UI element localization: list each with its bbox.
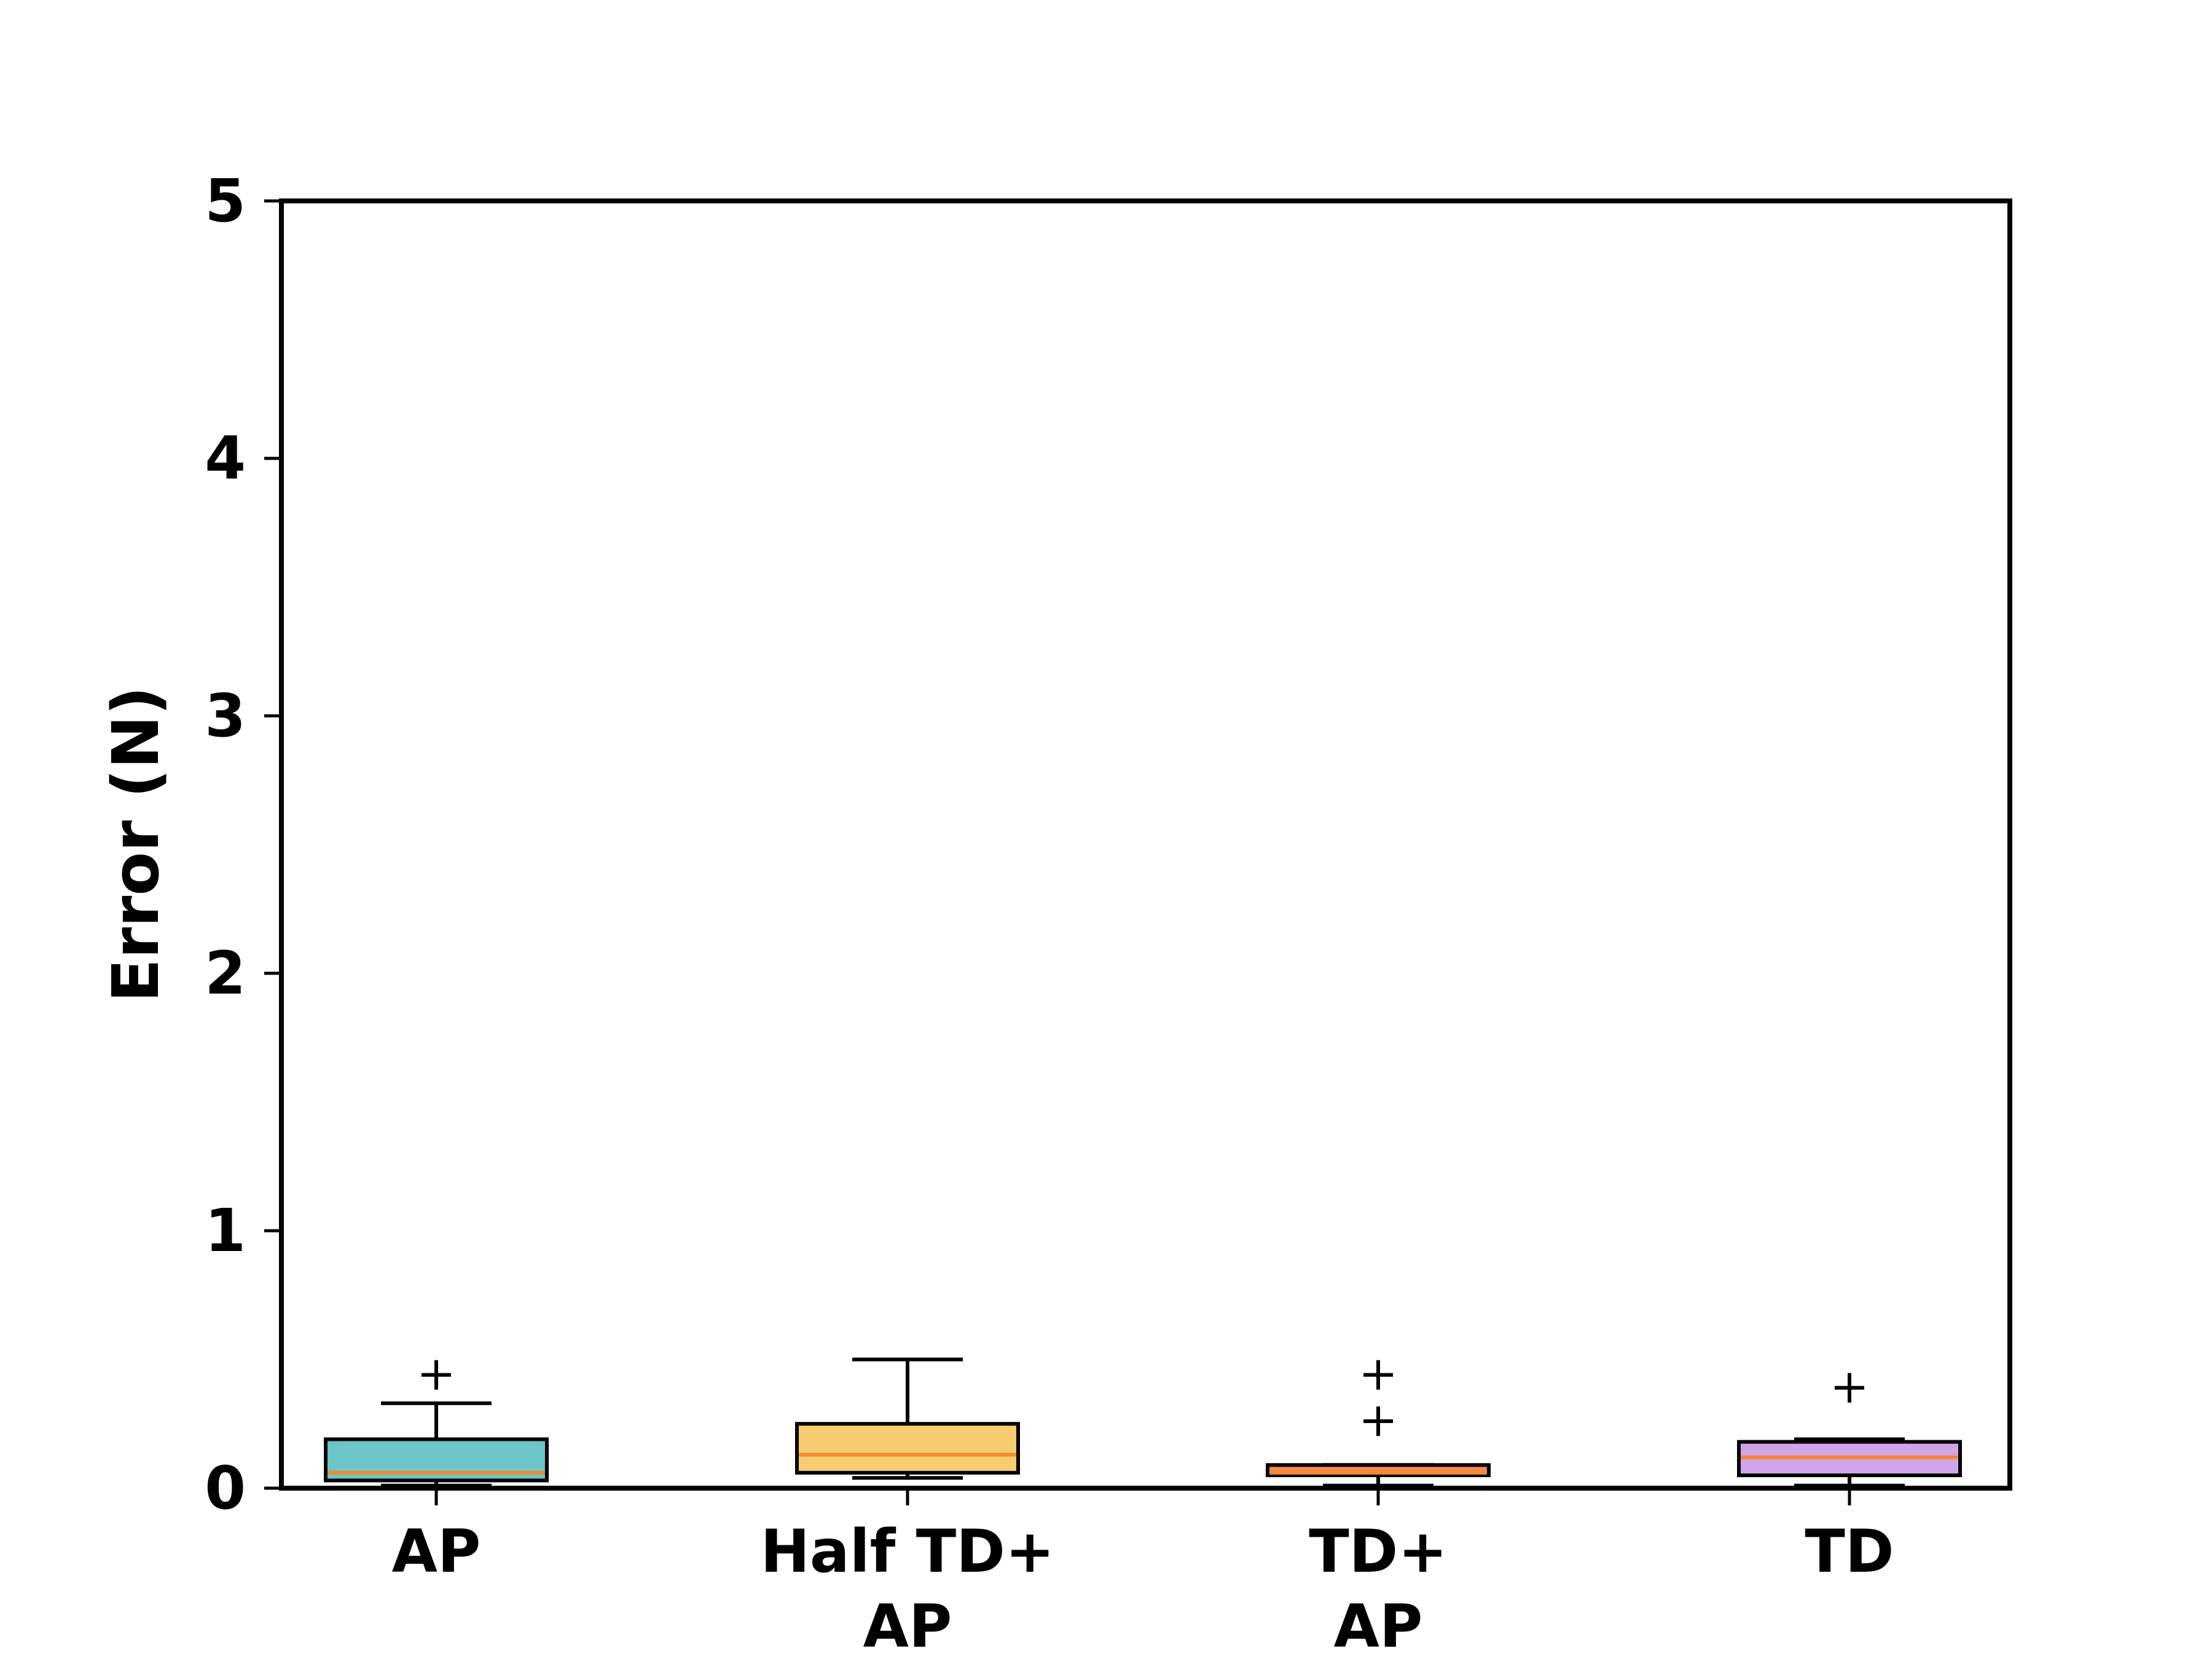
box-4	[1737, 1373, 1962, 1488]
box-1	[324, 1360, 549, 1488]
y-axis-label: Error (N)	[98, 686, 173, 1003]
y-axis: 0 1 2 3 4 5	[205, 167, 281, 1523]
y-tick-label: 1	[205, 1196, 246, 1265]
y-tick-label: 5	[205, 167, 246, 235]
box-3	[1266, 1360, 1491, 1488]
x-tick-label: AP	[863, 1592, 952, 1659]
y-tick-label: 3	[205, 681, 246, 750]
plot-frame	[279, 198, 2012, 1491]
x-tick-label: Half TD+	[761, 1517, 1055, 1586]
box-2	[795, 1357, 1020, 1480]
y-tick-label: 0	[205, 1454, 246, 1523]
y-tick-label: 2	[205, 939, 246, 1008]
y-tick-label: 4	[205, 424, 246, 493]
x-tick-label: AP	[392, 1517, 481, 1586]
x-tick-label: TD	[1805, 1517, 1894, 1586]
x-tick-label: AP	[1334, 1592, 1423, 1659]
x-tick-label: TD+	[1309, 1517, 1448, 1586]
box-body	[795, 1422, 1020, 1475]
boxes-layer	[324, 1357, 1962, 1488]
